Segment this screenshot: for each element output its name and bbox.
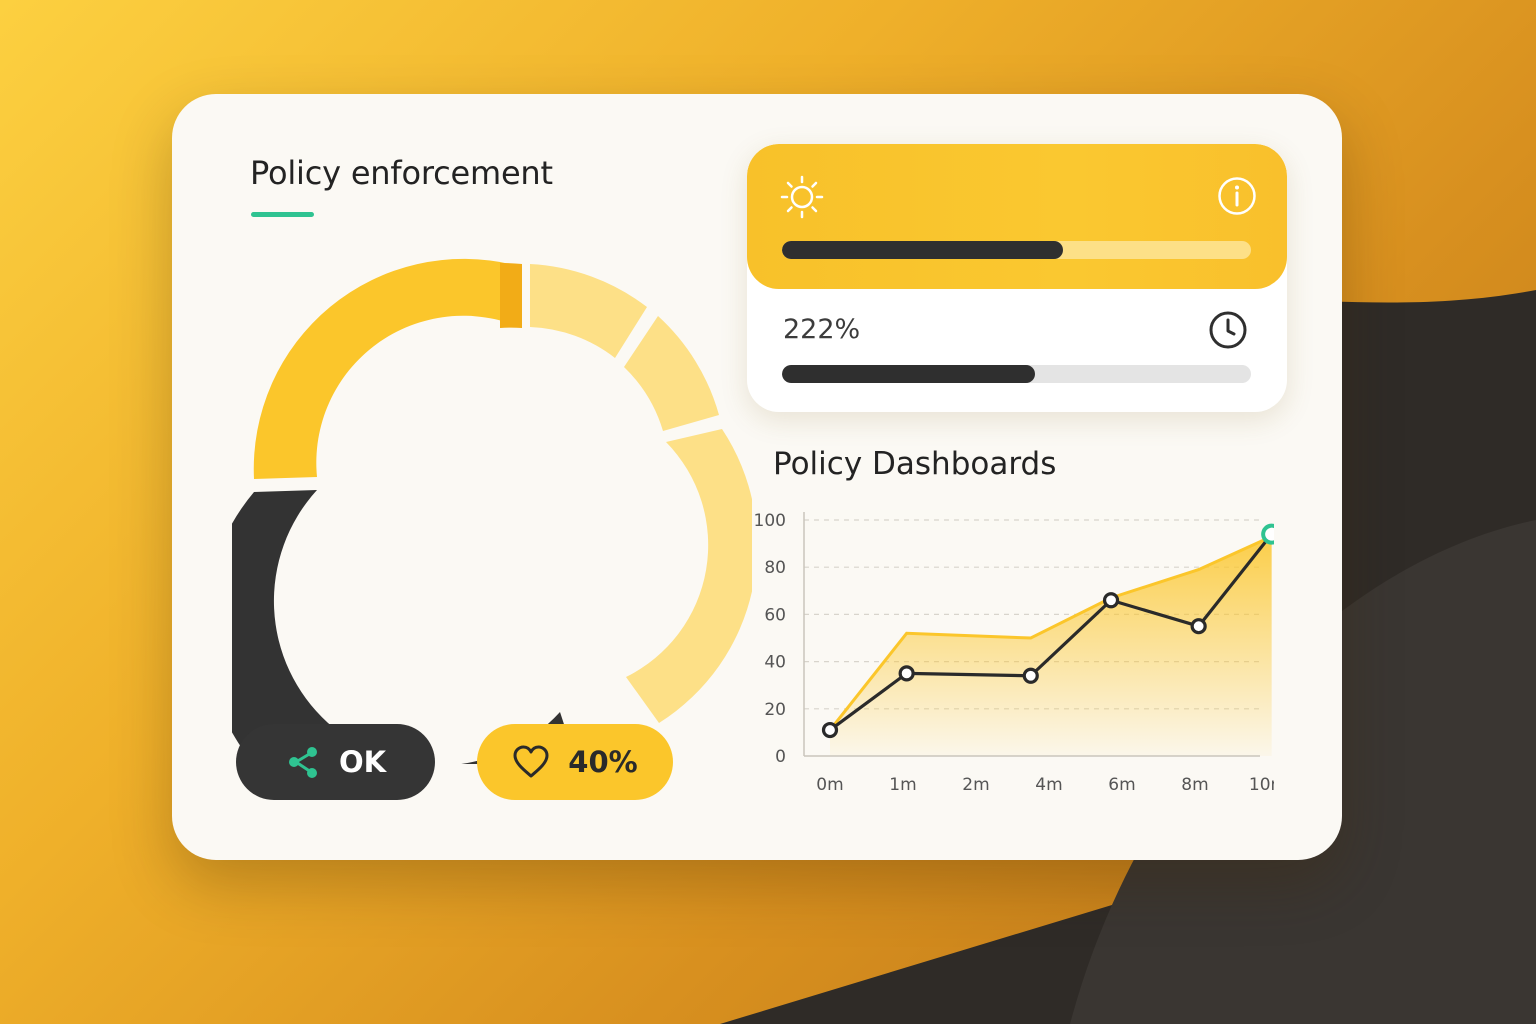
highlight-point xyxy=(1261,523,1274,545)
donut-segment-light-3 xyxy=(626,429,752,723)
favorite-button-label: 40% xyxy=(568,745,638,779)
progress-bar-bottom xyxy=(782,365,1251,383)
dashboard-card: Policy enforcement OK 40% xyxy=(172,94,1342,860)
y-tick-label: 0 xyxy=(775,747,786,767)
donut-segment-light-2 xyxy=(624,316,719,431)
line-chart: 0 20 40 60 80 100 0m 1m 2m 4m 6m 8m 10m xyxy=(754,511,1274,795)
x-tick-label: 4m xyxy=(1035,775,1062,795)
x-tick-label: 10m xyxy=(1249,775,1274,795)
data-point xyxy=(821,721,839,739)
progress-fill-bottom xyxy=(782,365,1036,383)
donut-chart xyxy=(232,258,752,764)
donut-segment-dark xyxy=(232,490,577,764)
x-tick-label: 6m xyxy=(1108,775,1135,795)
share-button-label: OK xyxy=(338,745,387,779)
clock-icon xyxy=(1209,311,1247,349)
sun-icon xyxy=(780,175,824,219)
progress-fill-top xyxy=(782,241,1064,259)
data-point xyxy=(1022,667,1039,684)
status-card-header xyxy=(747,144,1287,289)
y-tick-label: 80 xyxy=(764,558,786,578)
donut-segment-yellow xyxy=(253,258,522,479)
area-line xyxy=(828,535,1273,731)
donut-segment-light-1 xyxy=(530,264,647,358)
panel-title: Policy enforcement xyxy=(250,154,553,192)
x-tick-label: 0m xyxy=(816,775,843,795)
data-point xyxy=(1102,592,1120,609)
progress-bar-top xyxy=(782,241,1251,259)
status-card: 222% xyxy=(747,144,1287,412)
share-icon xyxy=(288,747,317,778)
x-tick-label: 8m xyxy=(1181,775,1208,795)
y-tick-label: 20 xyxy=(764,700,786,720)
chart-title: Policy Dashboards xyxy=(773,446,1057,482)
data-point xyxy=(898,665,915,682)
title-underline xyxy=(251,212,314,217)
x-tick-label: 1m xyxy=(889,775,916,795)
data-point xyxy=(1190,618,1207,635)
y-tick-label: 100 xyxy=(754,511,786,531)
y-tick-label: 40 xyxy=(764,653,786,673)
info-icon[interactable] xyxy=(1217,176,1257,216)
heart-icon xyxy=(513,745,549,778)
x-tick-label: 2m xyxy=(962,775,989,795)
area-fill xyxy=(830,536,1272,756)
favorite-button[interactable]: 40% xyxy=(477,724,673,800)
y-tick-label: 60 xyxy=(764,605,786,625)
percentage-label: 222% xyxy=(783,314,861,345)
share-button[interactable]: OK xyxy=(236,724,435,800)
donut-segment-yellow-shade xyxy=(500,262,522,328)
series-line xyxy=(829,533,1273,732)
